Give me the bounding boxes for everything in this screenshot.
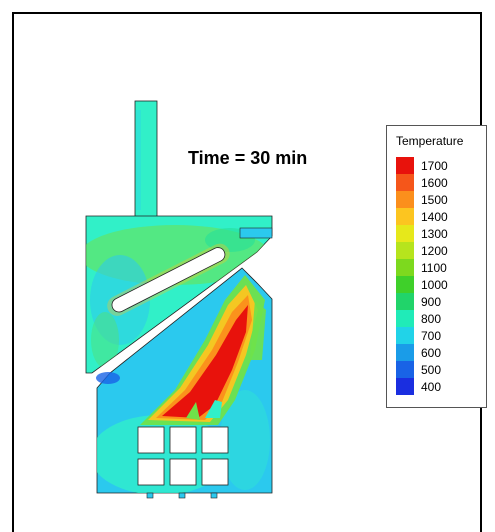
legend-swatch-500: [396, 361, 414, 378]
legend-label-1500: 1500: [421, 193, 448, 207]
legend-swatch-800: [396, 310, 414, 327]
legend-title: Temperature: [396, 134, 464, 148]
legend-swatch-600: [396, 344, 414, 361]
legend-swatch-1500: [396, 191, 414, 208]
legend-swatch-1600: [396, 174, 414, 191]
legend-label-600: 600: [421, 346, 442, 360]
legend-swatch-1000: [396, 276, 414, 293]
legend-label-1000: 1000: [421, 278, 448, 292]
legend-swatch-400: [396, 378, 414, 395]
temperature-legend: Temperature 1700 1600 1500 1400 1300 1200 1100…: [386, 125, 487, 408]
legend-label-1200: 1200: [421, 244, 448, 258]
legend-label-1300: 1300: [421, 227, 448, 241]
legend-label-900: 900: [421, 295, 442, 309]
legend-label-1600: 1600: [421, 176, 448, 190]
chimney-cool-band: [136, 110, 141, 210]
baffle: [107, 243, 230, 316]
legend-swatch-900: [396, 293, 414, 310]
legend-label-400: 400: [421, 380, 442, 394]
legend-swatch-1300: [396, 225, 414, 242]
legend-swatch-1400: [396, 208, 414, 225]
legend-swatch-1200: [396, 242, 414, 259]
legend-swatch-700: [396, 327, 414, 344]
legend-label-1700: 1700: [421, 159, 448, 173]
legend-label-700: 700: [421, 329, 442, 343]
legend-label-1100: 1100: [421, 261, 447, 275]
legend-swatch-1100: [396, 259, 414, 276]
grate-blocks: [137, 426, 229, 486]
legend-label-500: 500: [421, 363, 442, 377]
legend-label-1400: 1400: [421, 210, 448, 224]
lower-chamber: [96, 267, 273, 499]
legend-label-800: 800: [421, 312, 442, 326]
time-annotation: Time = 30 min: [188, 148, 308, 168]
upper-step: [239, 227, 273, 239]
legend-swatch-1700: [396, 157, 414, 174]
